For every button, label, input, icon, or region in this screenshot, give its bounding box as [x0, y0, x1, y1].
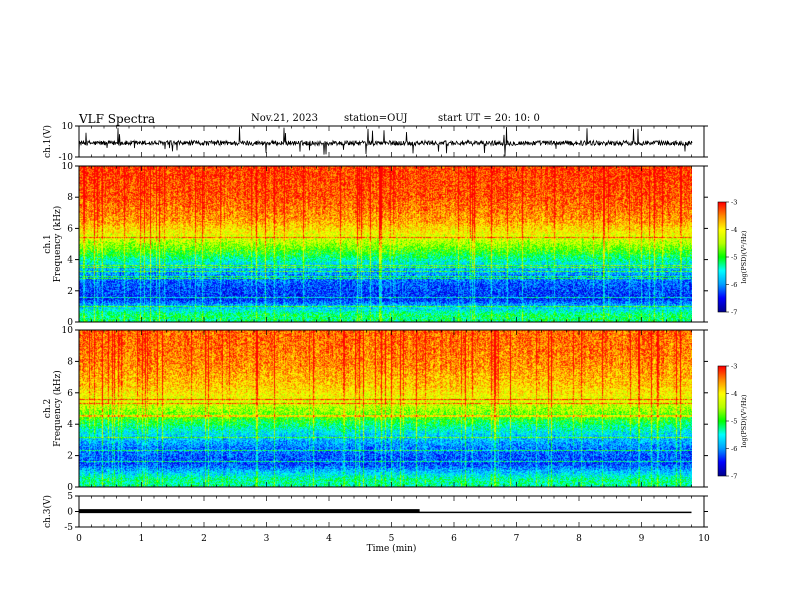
y-axis-label: Frequency (kHz) [52, 370, 63, 447]
colorbar-label: log(PSD)(V²/Hz) [740, 394, 748, 447]
colorbar-2 [718, 366, 726, 476]
ch1-waveform-trace [78, 126, 693, 157]
y-tick-label: 8 [67, 357, 73, 367]
y-tick-label: 4 [67, 256, 73, 266]
x-tick-label: 10 [698, 534, 710, 544]
y-tick-label: 5 [67, 492, 73, 502]
y-tick-label: 2 [67, 452, 73, 462]
y-axis-label: ch.2 [43, 399, 53, 418]
x-tick-label: 8 [576, 534, 582, 544]
y-tick-label: 6 [67, 224, 73, 234]
y-tick-label: 2 [67, 287, 73, 297]
colorbar-tick-label: -6 [731, 445, 737, 453]
date-label: Nov.21, 2023 [251, 113, 318, 124]
colorbar-tick-label: -4 [731, 226, 737, 234]
y-axis-label: ch.1 [43, 234, 53, 253]
x-tick-label: 9 [639, 534, 645, 544]
y-tick-label: 10 [62, 326, 74, 336]
y-tick-label: 4 [67, 420, 73, 430]
y-tick-label: 8 [67, 193, 73, 203]
colorbar-tick-label: -7 [731, 309, 737, 317]
colorbar-tick-label: -5 [731, 254, 737, 262]
x-tick-label: 4 [326, 534, 332, 544]
colorbar-1 [718, 202, 726, 312]
y-tick-label: 6 [67, 389, 73, 399]
y-tick-label: 10 [62, 122, 74, 132]
y-axis-label: Frequency (kHz) [52, 206, 63, 283]
x-tick-label: 6 [451, 534, 457, 544]
spectrogram-image-2 [79, 330, 692, 487]
x-tick-label: 3 [264, 534, 270, 544]
y-axis-label: ch.3(V) [42, 495, 53, 528]
x-tick-label: 5 [389, 534, 395, 544]
y-tick-label: 0 [67, 318, 73, 328]
y-axis-label: ch.1(V) [42, 125, 53, 158]
start-time-label: start UT = 20: 10: 0 [438, 113, 540, 124]
y-tick-label: -5 [64, 523, 73, 533]
station-label: station=OUJ [344, 113, 408, 124]
colorbar-tick-label: -5 [731, 418, 737, 426]
colorbar-tick-label: -3 [731, 199, 737, 207]
y-tick-label: 0 [67, 508, 73, 518]
colorbar-tick-label: -3 [731, 363, 737, 371]
y-tick-label: 10 [62, 162, 74, 172]
chart-title: VLF Spectra [79, 112, 156, 126]
x-tick-label: 0 [76, 534, 82, 544]
x-tick-label: 7 [514, 534, 520, 544]
x-tick-label: 2 [201, 534, 207, 544]
y-tick-label: -10 [59, 153, 74, 163]
x-tick-label: 1 [139, 534, 145, 544]
colorbar-tick-label: -4 [731, 390, 737, 398]
spectrogram-image-1 [79, 166, 692, 322]
colorbar-tick-label: -6 [731, 281, 737, 289]
x-axis-label: Time (min) [367, 543, 417, 554]
colorbar-label: log(PSD)(V²/Hz) [740, 230, 748, 283]
y-tick-label: 0 [67, 483, 73, 493]
colorbar-tick-label: -7 [731, 473, 737, 481]
